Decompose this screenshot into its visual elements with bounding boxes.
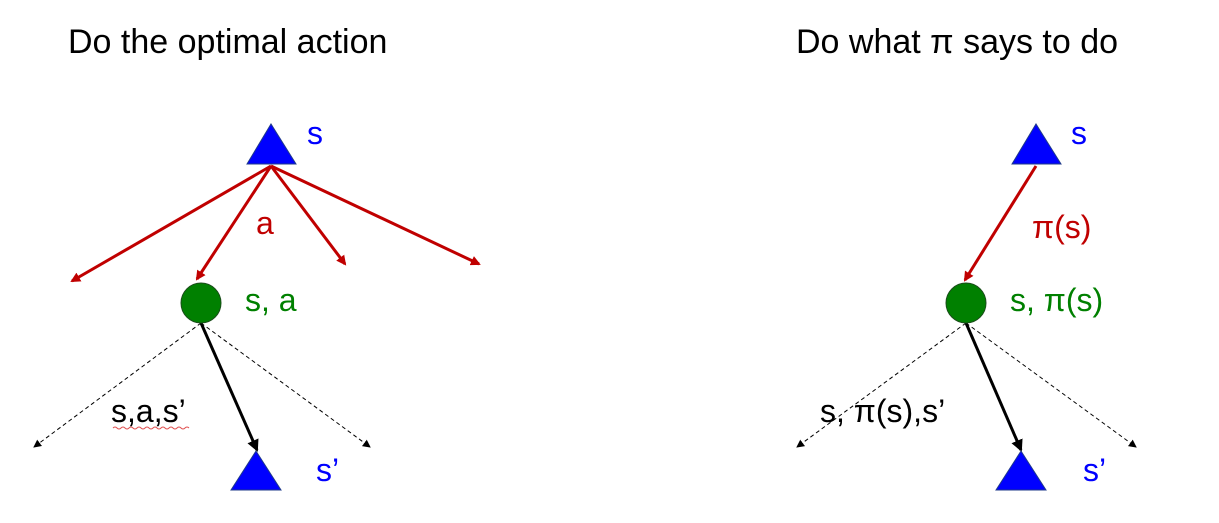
action-label: a bbox=[256, 205, 274, 241]
next-state-node-triangle bbox=[230, 450, 282, 491]
action-arrow-chosen bbox=[195, 165, 273, 281]
right-panel: Do what π says to do s π(s) s, π(s) s, π… bbox=[796, 23, 1137, 491]
action-arrow-3 bbox=[269, 165, 347, 266]
next-state-label: s’ bbox=[316, 452, 339, 488]
state-node-triangle bbox=[246, 123, 297, 165]
transition-label: s, π(s),s’ bbox=[820, 393, 945, 429]
state-label: s bbox=[1071, 115, 1087, 151]
transition-arrow-dashed-right bbox=[965, 322, 1137, 448]
qstate-label: s, a bbox=[245, 282, 297, 318]
transition-label: s,a,s’ bbox=[111, 393, 186, 429]
next-state-node-triangle bbox=[995, 450, 1047, 491]
qstate-node-circle bbox=[945, 282, 987, 324]
state-node-triangle bbox=[1011, 123, 1062, 165]
spellcheck-squiggle bbox=[112, 426, 190, 430]
left-title: Do the optimal action bbox=[68, 23, 387, 61]
action-arrow-4 bbox=[270, 164, 481, 266]
action-arrow-1 bbox=[70, 164, 272, 283]
state-label: s bbox=[307, 115, 323, 151]
next-state-label: s’ bbox=[1083, 452, 1106, 488]
transition-arrow-sampled bbox=[964, 322, 1023, 452]
policy-arrow bbox=[963, 165, 1038, 282]
policy-action-label: π(s) bbox=[1032, 209, 1091, 245]
transition-arrow-dashed-right bbox=[200, 322, 371, 448]
qstate-node-circle bbox=[180, 282, 222, 324]
right-title: Do what π says to do bbox=[796, 23, 1118, 61]
transition-arrow-sampled bbox=[199, 322, 259, 452]
left-panel: Do the optimal action s a s, a s,a,s’ s’ bbox=[33, 23, 481, 491]
qstate-label: s, π(s) bbox=[1010, 282, 1103, 318]
